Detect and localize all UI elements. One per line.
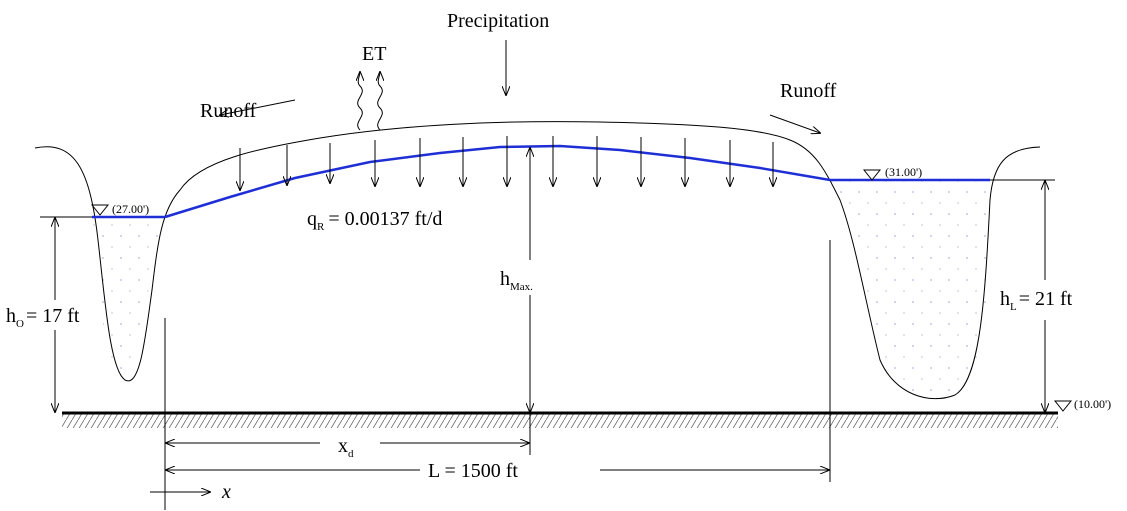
xd-label: xd bbox=[338, 435, 354, 460]
label: ET bbox=[362, 43, 386, 65]
elevation: (27.00') bbox=[112, 202, 149, 216]
terrain bbox=[34, 40, 1073, 510]
length-label: L = 1500 ft bbox=[428, 460, 518, 482]
label: Runoff bbox=[780, 80, 837, 102]
ho-label: hO = 17 ft bbox=[6, 305, 80, 330]
elevation: (10.00') bbox=[1074, 397, 1111, 411]
recharge-label: qR = 0.00137 ft/d bbox=[307, 208, 442, 233]
hmax-label: hMax. bbox=[500, 268, 533, 293]
x-label: x bbox=[221, 481, 231, 503]
label: Runoff bbox=[200, 100, 257, 122]
hl-label: hL = 21 ft bbox=[1000, 288, 1073, 313]
elevation: (31.00') bbox=[885, 165, 922, 179]
label: Precipitation bbox=[447, 10, 549, 32]
